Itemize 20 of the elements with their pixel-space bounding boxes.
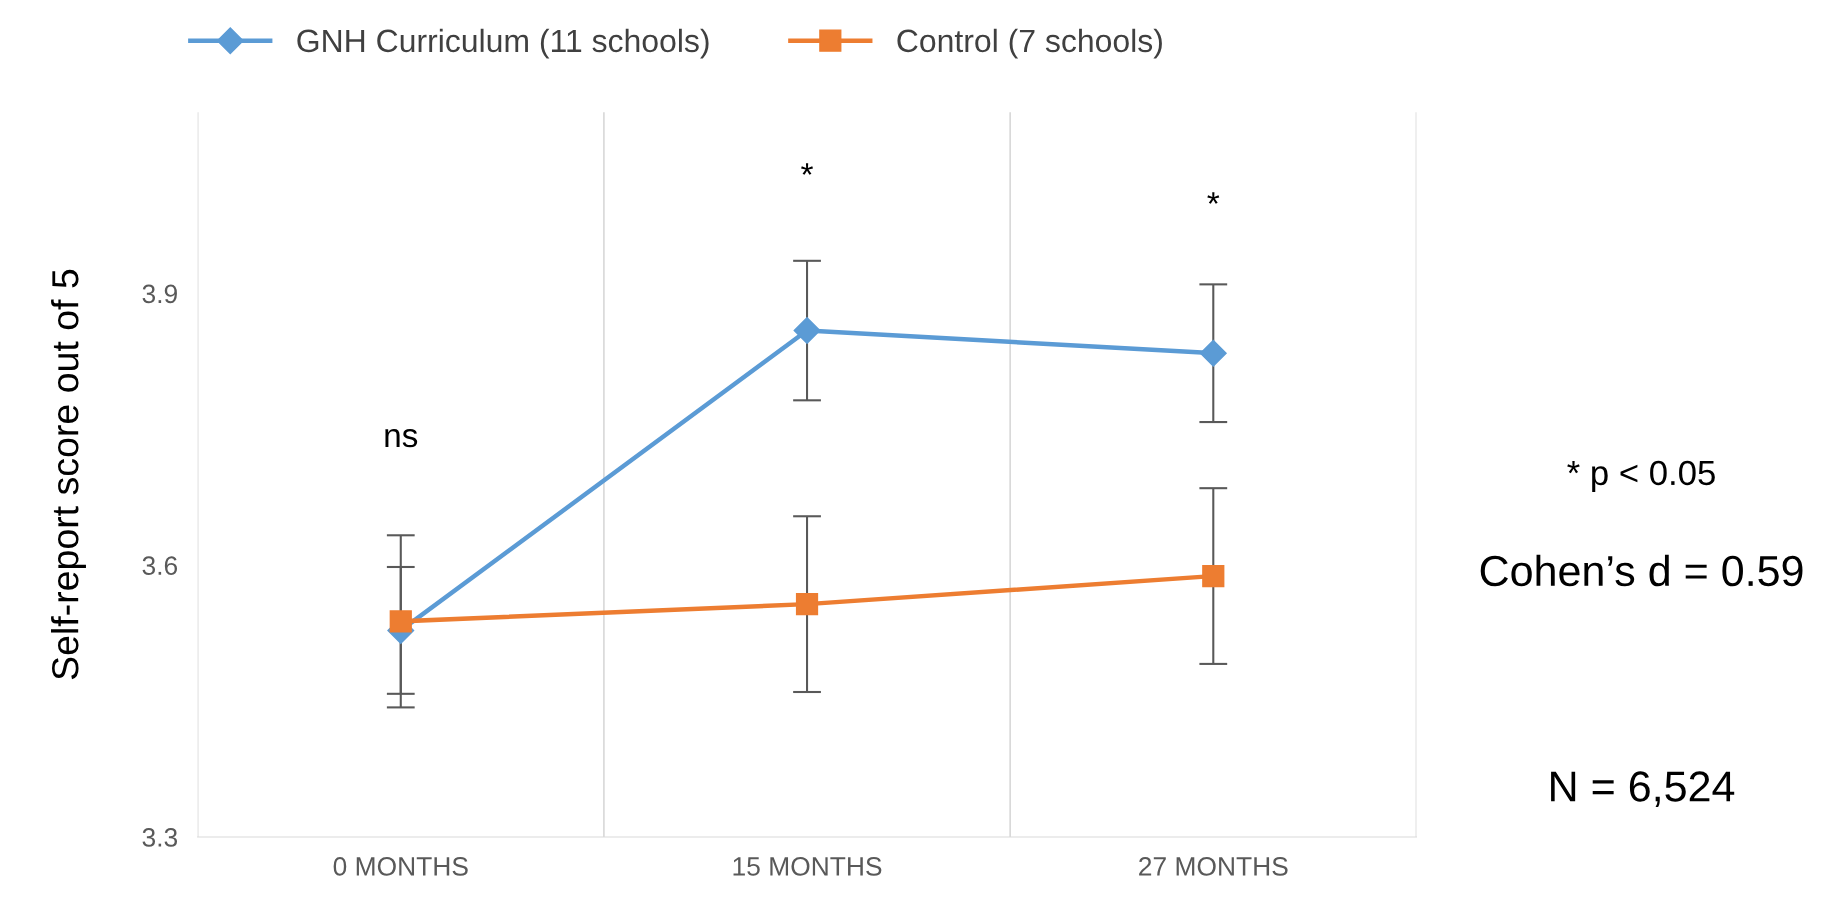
legend-label: GNH Curriculum (11 schools) xyxy=(297,28,709,59)
text: Cohen’s d = 0.59 xyxy=(1480,554,1803,587)
y-tick-label: 3.3 xyxy=(142,828,178,847)
annotation: * xyxy=(801,163,813,175)
point xyxy=(1202,564,1225,588)
annotation: ns xyxy=(385,429,418,448)
legend-label: Control (7 schools) xyxy=(897,28,1162,59)
y-axis-title: Self-report score out of 5 xyxy=(51,269,86,680)
point xyxy=(389,610,412,633)
y-tick-label: 3.6 xyxy=(142,556,178,575)
text: * p < 0.05 xyxy=(1567,460,1715,493)
x-tick-label: 27 MONTHS xyxy=(1139,857,1288,876)
point xyxy=(1199,339,1227,367)
x-tick-label: 15 MONTHS xyxy=(733,857,882,876)
text: N = 6,524 xyxy=(1551,771,1735,807)
annotation: * xyxy=(1207,192,1220,204)
y-tick-label: 3.9 xyxy=(142,284,177,304)
x-tick-label: 0 MONTHS xyxy=(333,857,468,876)
point xyxy=(793,317,821,345)
point xyxy=(795,593,819,616)
